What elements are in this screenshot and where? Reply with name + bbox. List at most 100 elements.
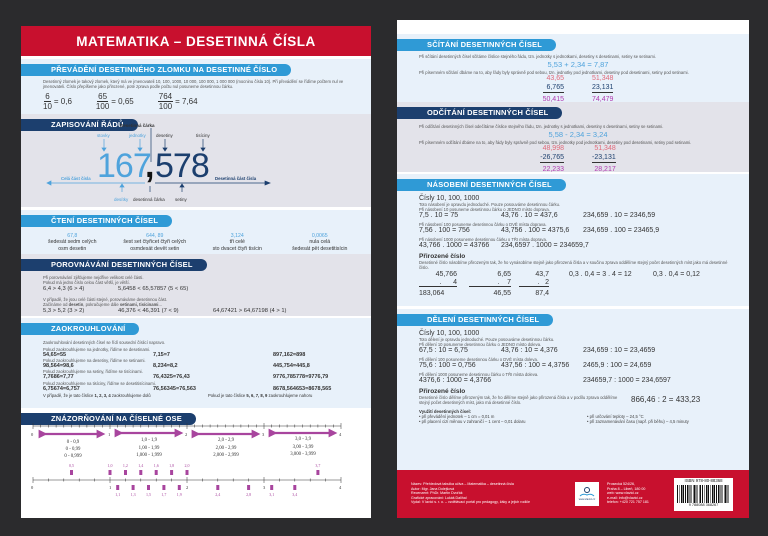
label-hundreds: stovky <box>97 133 110 138</box>
column-subtraction: 48,998 -26,765 22,233 <box>540 145 564 173</box>
column-addition: 43,65 6,765 50,415 <box>542 75 564 103</box>
column-addition: 51,348 23,131 74,479 <box>592 75 614 103</box>
equation-row: 75,6 : 100 = 0,756 437,56 : 100 = 4,3756 2… <box>419 362 652 369</box>
section-division: DĚLENÍ DESETINNÝCH ČÍSEL Čísly 10, 100, … <box>397 309 749 471</box>
svg-text:1,00 - 1,99: 1,00 - 1,99 <box>139 446 160 451</box>
section-heading: SČÍTÁNÍ DESETINNÝCH ČÍSEL <box>397 39 557 51</box>
label-comma-bottom: desetinná čárka <box>133 197 165 202</box>
section-text: Toto násobení je opravdu jednoduché. Pou… <box>419 202 561 207</box>
section-fraction-conversion: PŘEVÁDĚNÍ DESETINNÉHO ZLOMKU NA DESETINN… <box>21 59 371 114</box>
compare-example: 5,3 > 5,2 (3 > 2) <box>43 308 85 314</box>
rounding-group: Pokud zaokrouhlujeme na jednotky, řídíme… <box>43 347 306 358</box>
section-text: Při násobení 1000 posuneme desetinnou čá… <box>419 237 547 242</box>
section-text: Při písemném odčítání dbáme na to, aby ř… <box>419 140 692 145</box>
section-text: Desetinné číslo násobíme přirozeným tak,… <box>419 260 728 270</box>
address-line: e-mail: info@vlavici.cz <box>607 495 643 500</box>
section-heading: DĚLENÍ DESETINNÝCH ČÍSEL <box>397 314 554 326</box>
comma-label: Desetinná čárka <box>120 123 155 128</box>
use-item: • při placení cizí měnou v zahraničí – 1… <box>419 419 526 424</box>
right-page: SČÍTÁNÍ DESETINNÝCH ČÍSEL Při sčítání de… <box>397 20 749 518</box>
rounding-group: Pokud zaokrouhlujeme na desetiny, řídíme… <box>43 358 310 370</box>
reading-example: 3,124 tři celé sto dvacet čtyři tisícin <box>212 233 262 252</box>
svg-text:0,5: 0,5 <box>69 463 74 469</box>
svg-text:1,2: 1,2 <box>123 463 128 469</box>
svg-text:3,000 - 3,999: 3,000 - 3,999 <box>290 452 316 457</box>
svg-text:1,0: 1,0 <box>108 463 113 469</box>
svg-text:1,9: 1,9 <box>177 492 182 498</box>
round-down-note: V případě, že je tato číslice 1, 2, 3, 4… <box>43 392 151 398</box>
footer: Název: Přehledová tabulka učiva – Matema… <box>397 470 749 518</box>
svg-text:1: 1 <box>108 432 110 437</box>
section-subtraction: ODČÍTÁNÍ DESETINNÝCH ČÍSEL Při odčítání … <box>397 102 749 173</box>
svg-text:3,00 - 3,99: 3,00 - 3,99 <box>293 445 314 450</box>
svg-text:0 - 0,9: 0 - 0,9 <box>67 440 80 445</box>
section-comparing: POROVNÁVÁNÍ DESETINNÝCH ČÍSEL Při porovn… <box>21 254 371 316</box>
subheading: Čísly 10, 100, 1000 <box>419 195 480 202</box>
division-example: 866,46 : 2 = 433,23 <box>631 395 701 404</box>
svg-text:0: 0 <box>31 432 34 437</box>
fraction-example: 65 100 = 0,65 <box>95 92 134 111</box>
svg-text:2,8: 2,8 <box>246 492 251 498</box>
rounding-group: Pokud zaokrouhlujeme na setiny, řídíme s… <box>43 369 329 381</box>
section-heading: NÁSOBENÍ DESETINNÝCH ČÍSEL <box>397 179 566 191</box>
page-title: MATEMATIKA – DESETINNÁ ČÍSLA <box>21 26 371 56</box>
section-text: Při násobení 100 posuneme desetinnou čár… <box>419 222 547 227</box>
section-number-line: ZNÁZORŇOVÁNÍ NA ČÍSELNÉ OSE 0 1 <box>21 408 371 508</box>
credit-line: Autor: Mgr. Jana Dolejšová <box>411 486 455 491</box>
left-page: MATEMATIKA – DESETINNÁ ČÍSLA PŘEVÁDĚNÍ D… <box>21 26 371 518</box>
section-heading: ODČÍTÁNÍ DESETINNÝCH ČÍSEL <box>397 107 563 119</box>
svg-text:0 - 0,99: 0 - 0,99 <box>66 447 81 452</box>
credit-line: Název: Přehledová tabulka učiva – Matema… <box>411 482 514 486</box>
svg-text:4: 4 <box>339 432 342 437</box>
svg-text:1,4: 1,4 <box>138 463 143 469</box>
label-hundredths: setiny <box>175 197 187 202</box>
svg-text:1,5: 1,5 <box>146 492 151 498</box>
fraction-example: 6 10 = 0,6 <box>43 92 72 111</box>
section-heading: ČTENÍ DESETINNÝCH ČÍSEL <box>21 215 173 227</box>
svg-text:1,7: 1,7 <box>161 492 166 498</box>
column-multiplication: 6,65. 7 46,55 <box>469 271 519 298</box>
use-item: • při určování teploty – 24,5 °C <box>587 414 644 419</box>
compare-example: 6,4 > 4,3 (6 > 4) <box>43 286 85 292</box>
address-line: Prosecká 524/26, <box>607 482 635 486</box>
use-item: • při převádění jednotek – 1 cm = 0,01 m <box>419 414 495 419</box>
section-multiplication: NÁSOBENÍ DESETINNÝCH ČÍSEL Čísly 10, 100… <box>397 174 749 306</box>
svg-text:1,8: 1,8 <box>169 463 174 469</box>
number-line-graphic: 0 1 2 3 4 0 - 0,9 0 - 0,99 0 - 0,999 1,0 -… <box>31 423 342 498</box>
equation-row: 4376,6 : 1000 = 4,3766 234659,7 : 1000 = … <box>419 377 671 384</box>
reading-example: 67,8 šedesát sedm celých osm desetin <box>48 233 97 252</box>
compare-example: 46,376 < 46,391 (7 < 9) <box>118 308 179 314</box>
svg-text:1: 1 <box>109 485 111 490</box>
subheading: Přirozené číslo <box>419 388 466 395</box>
label-tens: desítky <box>114 197 129 202</box>
integer-part: 167 <box>97 147 152 185</box>
decimal-product-result: 0,3 . 0,4 = 0,12 <box>653 271 700 278</box>
svg-text:2: 2 <box>186 485 188 490</box>
section-heading: ZAOKROUHLOVÁNÍ <box>21 323 140 335</box>
svg-text:1,000 - 1,999: 1,000 - 1,999 <box>136 453 162 458</box>
section-text: Při odčítání desetinných čísel odečítáme… <box>419 124 664 129</box>
section-text: Toto dělení je opravdu jednoduché. Pouze… <box>419 337 555 342</box>
rounding-group: Pokud zaokrouhlujeme na tisíciny, řídíme… <box>43 380 332 392</box>
uses-title: Využití desetinných čísel: <box>419 409 472 414</box>
svg-text:3,4: 3,4 <box>292 492 297 498</box>
decimal-product-example: 0,3 . 0,4 = 3 . 4 = 12 <box>569 271 632 278</box>
column-multiplication: 45,766. 4 183,064 <box>419 271 457 297</box>
svg-text:3,1: 3,1 <box>269 492 274 498</box>
subheading: Přirozené číslo <box>419 253 466 260</box>
section-reading: ČTENÍ DESETINNÝCH ČÍSEL 67,8 šedesát sedm… <box>21 210 371 254</box>
subheading: Čísly 10, 100, 1000 <box>419 330 480 337</box>
compare-example: 5,6458 < 65,57857 (5 < 65) <box>118 286 189 292</box>
svg-text:3: 3 <box>263 485 266 490</box>
section-text: Při dělení 1000 posuneme desetinnou čárk… <box>419 372 539 377</box>
section-text: Při sčítání desetinných čísel sčítáme čí… <box>419 54 656 59</box>
equation-row: 67,5 : 10 = 6,75 43,76 : 10 = 4,376 234,65… <box>419 347 656 354</box>
credit-line: Grafické zpracování: Lukáš Dalihal <box>411 495 467 500</box>
svg-text:3: 3 <box>262 432 265 437</box>
decimal-comma: , <box>145 147 155 185</box>
svg-text:1,0 - 1,9: 1,0 - 1,9 <box>141 438 158 443</box>
publisher-logo: www.vlavici.cz <box>575 482 599 506</box>
decimal-part: 578 <box>155 147 210 185</box>
section-text: Pokud má jedno číslo celou část větší, j… <box>43 280 130 285</box>
barcode-icon <box>677 484 730 503</box>
